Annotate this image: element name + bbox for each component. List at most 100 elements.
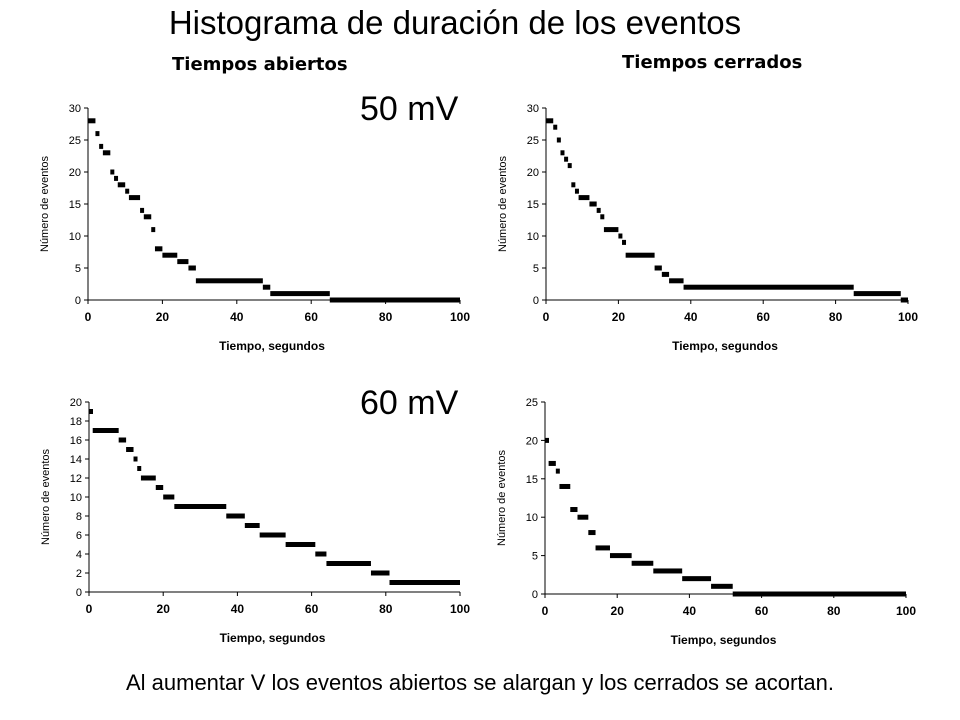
data-segment — [661, 271, 670, 277]
x-tick-label: 80 — [827, 604, 841, 618]
data-segment — [315, 551, 327, 557]
x-tick-label: 20 — [157, 602, 171, 616]
data-segment — [99, 143, 104, 149]
data-segment — [163, 494, 175, 500]
data-segment — [600, 214, 605, 220]
data-segment — [603, 227, 619, 233]
data-segment — [102, 150, 111, 156]
y-tick-label: 10 — [527, 231, 539, 243]
data-segment — [329, 297, 460, 303]
y-axis-label: Número de eventos — [39, 156, 51, 252]
data-segment — [92, 428, 119, 433]
data-segment — [559, 483, 571, 489]
x-tick-label: 80 — [379, 602, 393, 616]
data-segment — [570, 507, 578, 513]
voltage-label-60mv: 60 mV — [360, 384, 459, 422]
y-axis-label: Número de eventos — [496, 450, 508, 546]
data-segment — [548, 460, 556, 466]
x-tick-label: 100 — [896, 604, 916, 618]
x-tick-label: 60 — [305, 602, 319, 616]
y-tick-label: 0 — [75, 295, 81, 307]
y-tick-label: 8 — [76, 511, 82, 523]
y-tick-label: 6 — [76, 530, 82, 542]
data-segment — [653, 568, 683, 574]
y-tick-label: 5 — [532, 551, 538, 563]
data-segment — [631, 560, 654, 566]
data-segment — [195, 278, 263, 284]
x-tick-label: 20 — [611, 604, 625, 618]
x-tick-label: 60 — [305, 310, 319, 324]
data-segment — [128, 195, 141, 201]
data-segment — [577, 514, 589, 520]
data-segment — [270, 291, 330, 297]
data-segment — [609, 553, 632, 559]
data-segment — [370, 570, 390, 576]
x-tick-label: 40 — [230, 310, 244, 324]
data-segment — [174, 504, 227, 509]
y-tick-label: 0 — [76, 587, 82, 599]
x-tick-label: 20 — [612, 310, 626, 324]
data-segment — [556, 137, 561, 143]
data-segment — [555, 468, 560, 474]
y-tick-label: 30 — [527, 103, 539, 115]
data-segment — [95, 131, 100, 137]
data-segment — [143, 214, 152, 220]
y-tick-label: 10 — [70, 492, 82, 504]
y-tick-label: 20 — [70, 397, 82, 409]
x-axis-label: Tiempo, segundos — [219, 339, 325, 353]
y-tick-label: 25 — [527, 135, 539, 147]
data-segment — [126, 447, 134, 452]
data-segment — [853, 291, 901, 297]
data-segment — [259, 532, 286, 538]
x-tick-label: 40 — [683, 604, 697, 618]
data-segment — [118, 437, 127, 443]
y-axis-label: Número de eventos — [497, 156, 509, 252]
data-segment — [622, 239, 627, 245]
data-segment — [125, 188, 130, 194]
data-segment — [618, 233, 623, 239]
x-tick-label: 0 — [543, 310, 550, 324]
data-segment — [567, 163, 572, 169]
y-tick-label: 15 — [526, 474, 538, 486]
y-tick-label: 25 — [69, 135, 81, 147]
y-tick-label: 10 — [69, 231, 81, 243]
x-tick-label: 100 — [898, 310, 918, 324]
y-tick-label: 10 — [526, 512, 538, 524]
y-tick-label: 20 — [526, 435, 538, 447]
data-segment — [133, 456, 138, 462]
data-segment — [564, 156, 569, 162]
x-axis-label: Tiempo, segundos — [672, 339, 778, 353]
y-tick-label: 0 — [532, 589, 538, 601]
y-tick-label: 15 — [69, 199, 81, 211]
open-times-title: Tiempos abiertos — [172, 54, 348, 75]
x-axis-label: Tiempo, segundos — [220, 631, 326, 645]
data-segment — [595, 545, 610, 551]
y-tick-label: 16 — [70, 435, 82, 447]
y-axis-label: Número de eventos — [40, 449, 52, 545]
data-segment — [574, 188, 579, 194]
x-tick-label: 0 — [542, 604, 549, 618]
y-tick-label: 4 — [76, 549, 82, 561]
data-segment — [177, 259, 189, 265]
data-segment — [683, 284, 854, 290]
data-segment — [137, 466, 142, 471]
x-tick-label: 80 — [379, 310, 393, 324]
data-segment — [326, 561, 371, 566]
data-segment — [162, 252, 178, 258]
data-segment — [389, 580, 460, 585]
data-segment — [117, 182, 126, 188]
data-segment — [89, 409, 93, 414]
x-tick-label: 0 — [85, 310, 92, 324]
data-segment — [589, 201, 597, 207]
data-segment — [654, 265, 662, 271]
page-title: Histograma de duración de los eventos — [168, 4, 742, 41]
y-tick-label: 20 — [527, 167, 539, 179]
data-segment — [553, 124, 558, 130]
data-segment — [571, 182, 576, 188]
data-segment — [545, 437, 549, 443]
data-segment — [110, 169, 115, 175]
y-tick-label: 20 — [69, 167, 81, 179]
closed-times-title: Tiempos cerrados — [622, 52, 803, 73]
y-tick-label: 2 — [76, 568, 82, 580]
